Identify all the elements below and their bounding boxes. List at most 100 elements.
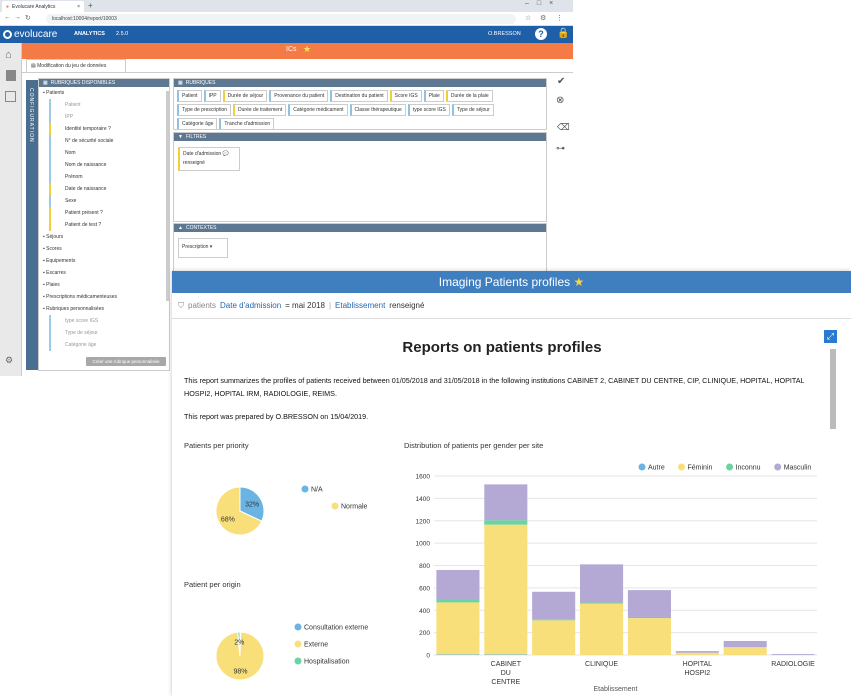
- field-item[interactable]: N° de sécurité sociale: [49, 135, 169, 147]
- rubrique-chip[interactable]: Catégorie médicament: [288, 104, 348, 116]
- version-label: 2.5.0: [116, 31, 129, 37]
- rubrique-chip[interactable]: Provenance du patient: [269, 90, 329, 102]
- custom-field-item[interactable]: Catégorie âge: [49, 339, 169, 351]
- bar-title: Distribution of patients per gender per …: [404, 441, 544, 450]
- field-item[interactable]: Patient de test ?: [49, 219, 169, 231]
- browser-tab[interactable]: ● Evolucare Analytics ×: [2, 1, 84, 12]
- panel-header: ▲ CONTEXTES: [174, 224, 546, 232]
- validate-icon[interactable]: ✔: [557, 76, 566, 87]
- field-item[interactable]: Date de naissance: [49, 183, 169, 195]
- field-item[interactable]: Nom: [49, 147, 169, 159]
- filter-prefix: patients: [188, 301, 217, 310]
- module-label: ANALYTICS: [74, 31, 105, 37]
- rubrique-chip[interactable]: Destination du patient: [330, 90, 388, 102]
- breadcrumb[interactable]: ▤ Modification du jeu de données: [26, 59, 126, 72]
- legend-dot: [678, 463, 685, 471]
- close-tab-icon[interactable]: ×: [77, 3, 80, 10]
- pie-value-label: 2%: [234, 640, 244, 647]
- rubrique-chip[interactable]: Tranche d'admission: [219, 118, 275, 129]
- x-tick-label: RADIOLOGIE: [771, 661, 815, 668]
- rubrique-chip[interactable]: Score IGS: [389, 90, 422, 102]
- x-tick-label: HOSPI2: [684, 670, 710, 677]
- rubrique-chip[interactable]: Catégorie âge: [177, 118, 218, 129]
- key-icon[interactable]: ⊶: [556, 143, 565, 153]
- rubrique-chip[interactable]: Classe thérapeutique: [349, 104, 406, 116]
- field-item[interactable]: Identité temporaire ?: [49, 123, 169, 135]
- home-icon[interactable]: ⌂: [5, 49, 12, 61]
- folder-item[interactable]: ▪ Scores: [43, 246, 62, 252]
- context-icon: ▲: [178, 225, 183, 231]
- filter-chip[interactable]: Date d'admission 💬 renseigné: [178, 147, 240, 171]
- window-controls[interactable]: –□×: [525, 0, 562, 7]
- folder-item[interactable]: ▪ Equipements: [43, 258, 76, 264]
- rubrique-chip[interactable]: Plaie: [423, 90, 444, 102]
- user-name[interactable]: O.BRESSON: [488, 31, 521, 37]
- custom-field-item[interactable]: Type de séjour: [49, 327, 169, 339]
- custom-field-item[interactable]: type score IGS: [49, 315, 169, 327]
- rubrique-chip[interactable]: Type de prescription: [177, 104, 232, 116]
- logo: evolucare: [3, 29, 57, 40]
- filter-value: renseigné: [389, 301, 425, 310]
- panel-header: ▦ RUBRIQUES: [174, 79, 546, 87]
- x-tick-label: HOPITAL: [683, 661, 713, 668]
- legend-dot: [638, 463, 646, 471]
- folder-item[interactable]: ▪ Prescriptions médicamenteuses: [43, 294, 118, 300]
- field-item[interactable]: Patient présent ?: [49, 207, 169, 219]
- forward-icon[interactable]: →: [14, 14, 21, 21]
- back-icon[interactable]: ←: [4, 14, 11, 21]
- bookmark-star-icon[interactable]: ☆: [525, 15, 532, 22]
- filter-field[interactable]: Etablissement: [335, 301, 386, 310]
- bar-segment: [627, 616, 671, 619]
- field-item[interactable]: Prénom: [49, 171, 169, 183]
- scrollbar[interactable]: [166, 91, 169, 301]
- x-tick-label: DU: [501, 670, 511, 677]
- folder-patients[interactable]: ▪ Patients: [43, 90, 65, 96]
- filter-field[interactable]: Date d'admission: [220, 301, 282, 310]
- legend-label: Normale: [341, 504, 368, 511]
- rubrique-chip[interactable]: type score IGS: [407, 104, 450, 116]
- address-bar: ← → ↻ localhost:10004/report/10003 ☆ ⚙ ⋮: [0, 12, 573, 26]
- folder-custom[interactable]: ▪ Rubriques personnalisées: [43, 306, 104, 312]
- database-icon[interactable]: [6, 70, 16, 81]
- rubrique-chip[interactable]: Type de séjour: [451, 104, 494, 116]
- help-icon[interactable]: ?: [535, 28, 547, 40]
- create-custom-field-button[interactable]: Créer une rubrique personnalisée: [86, 357, 166, 366]
- reload-icon[interactable]: ↻: [25, 15, 31, 22]
- field-item[interactable]: IPP: [49, 111, 169, 123]
- field-item[interactable]: Sexe: [49, 195, 169, 207]
- gear-icon[interactable]: ⚙: [5, 355, 14, 365]
- folder-item[interactable]: ▪ Plaies: [43, 282, 60, 288]
- cancel-icon[interactable]: ⊗: [556, 95, 565, 106]
- configuration-tab[interactable]: CONFIGURATION: [26, 80, 38, 370]
- divider: [22, 72, 573, 73]
- favorite-star-icon[interactable]: ★: [573, 275, 585, 289]
- bar-segment: [484, 654, 528, 655]
- bar-segment: [675, 651, 719, 653]
- rubrique-chip[interactable]: IPP: [203, 90, 221, 102]
- pie-value-label: 68%: [221, 517, 235, 524]
- legend-label: Hospitalisation: [304, 659, 350, 666]
- expand-icon[interactable]: ⤢: [824, 330, 837, 343]
- lock-icon[interactable]: 🔒: [557, 28, 570, 39]
- favorite-star-icon[interactable]: ★: [303, 44, 312, 54]
- new-tab-icon[interactable]: +: [88, 1, 93, 10]
- rubrique-chip[interactable]: Patient: [177, 90, 202, 102]
- rubrique-chip[interactable]: Durée de traitement: [233, 104, 287, 116]
- legend-dot: [301, 485, 309, 493]
- field-item[interactable]: Nom de naissance: [49, 159, 169, 171]
- report-icon[interactable]: [5, 91, 16, 102]
- rubrique-chip[interactable]: Durée de séjour: [222, 90, 268, 102]
- scrollbar[interactable]: [830, 349, 836, 429]
- menu-icon[interactable]: ⋮: [556, 15, 563, 22]
- context-select[interactable]: Prescription ▾: [178, 238, 228, 258]
- rubrique-chip[interactable]: Durée de la plaie: [445, 90, 493, 102]
- erase-icon[interactable]: ⌫: [557, 122, 570, 132]
- folder-item[interactable]: ▪ Escarres: [43, 270, 66, 276]
- settings-icon[interactable]: ⚙: [540, 15, 547, 22]
- folder-item[interactable]: ▪ Séjours: [43, 234, 64, 240]
- funnel-icon[interactable]: ⛉: [178, 301, 184, 310]
- url-input[interactable]: localhost:10004/report/10003: [46, 14, 516, 24]
- legend-label: Consultation externe: [304, 625, 368, 632]
- available-fields-panel: ▦ RUBRIQUES DISPONIBLES ▪ Patients Patient…: [38, 78, 170, 371]
- field-item[interactable]: Patient: [49, 99, 169, 111]
